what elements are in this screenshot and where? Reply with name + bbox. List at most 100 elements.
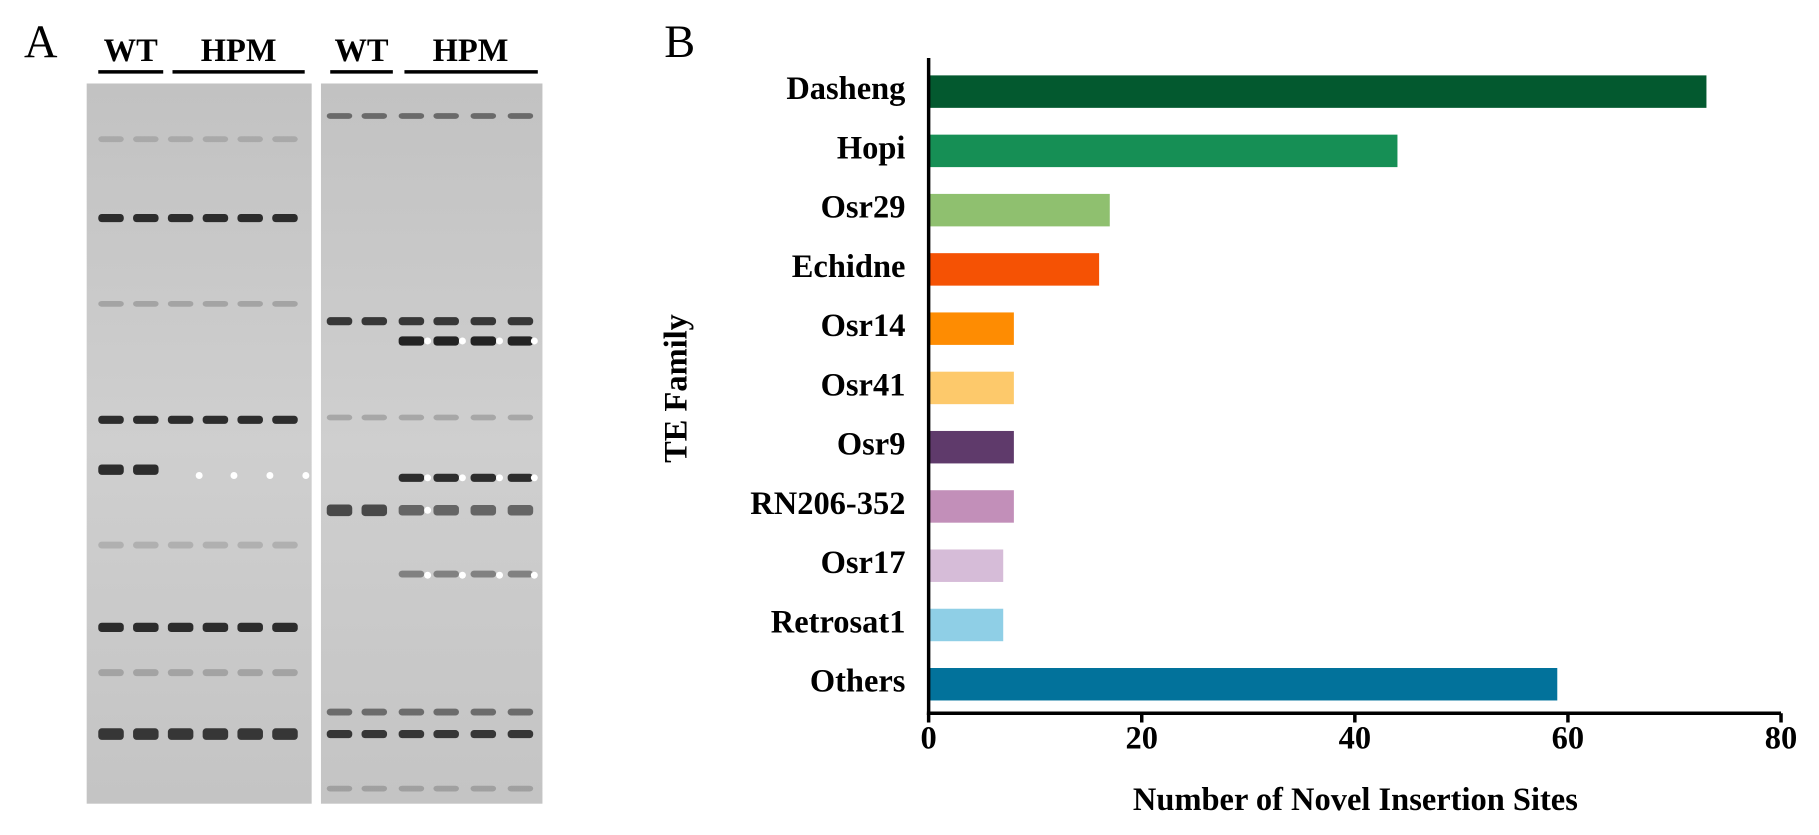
gel-band	[398, 785, 425, 792]
gel-band	[433, 113, 459, 119]
marker-dot	[424, 474, 432, 482]
gel-band	[398, 473, 425, 482]
y-tick-label: Hopi	[837, 130, 906, 166]
gel-band	[98, 464, 124, 475]
gel-band	[398, 336, 425, 346]
bar	[928, 608, 1004, 642]
gel-band	[272, 622, 298, 633]
marker-dot	[496, 571, 504, 579]
gel-band	[326, 504, 353, 517]
gel-band	[470, 317, 497, 326]
x-tick-label: 80	[1765, 721, 1797, 757]
gel-band	[98, 415, 124, 424]
y-tick-label: Osr17	[821, 545, 906, 581]
gel-band	[133, 300, 159, 307]
gel-band	[167, 213, 194, 223]
gel-band	[433, 708, 459, 716]
marker-dot	[458, 474, 466, 482]
gel-band	[326, 730, 353, 739]
gel-band	[507, 113, 534, 119]
gel-band	[237, 728, 263, 740]
gel-band	[361, 113, 388, 119]
marker-dot	[530, 571, 538, 579]
gel-band	[202, 300, 229, 307]
y-tick-label: Osr9	[837, 427, 906, 463]
gel-band	[202, 213, 229, 223]
gel-band	[470, 570, 497, 578]
y-tick-label: Osr41	[821, 367, 906, 403]
gel-band	[237, 213, 263, 223]
marker-dot	[458, 337, 466, 345]
gel-band	[433, 317, 459, 326]
gel-band	[133, 669, 159, 677]
gel-band	[433, 336, 459, 346]
gel-band	[237, 622, 263, 633]
gel-panel	[86, 83, 312, 804]
gel-band	[361, 730, 388, 739]
marker-dot	[302, 472, 310, 479]
gel-band	[133, 136, 159, 143]
gel-band	[326, 317, 353, 326]
gel-band	[507, 570, 534, 578]
marker-dot	[458, 571, 466, 579]
gel-band	[98, 669, 124, 677]
gel-image	[86, 83, 543, 804]
bar	[928, 371, 1014, 405]
bar	[928, 668, 1558, 701]
bar	[928, 193, 1110, 227]
y-axis-label: TE Family	[659, 314, 695, 463]
gel-band	[272, 213, 298, 223]
gel-band	[202, 622, 229, 633]
bar	[928, 134, 1398, 168]
gel-band	[98, 728, 124, 740]
marker-dot	[266, 472, 274, 479]
gel-band	[133, 541, 159, 549]
gel-band	[167, 669, 194, 677]
y-tick-label: Echidne	[792, 249, 906, 285]
gel-panel	[320, 83, 543, 804]
gel-band	[433, 414, 459, 421]
gel-band	[433, 505, 459, 516]
gel-band	[361, 708, 388, 716]
gel-band	[398, 708, 425, 716]
gel-band	[133, 415, 159, 424]
gel-band	[167, 541, 194, 549]
gel-band	[507, 473, 534, 482]
gel-band	[202, 541, 229, 549]
y-tick-label: Retrosat1	[771, 604, 906, 640]
gel-band	[470, 336, 497, 346]
gel-band	[237, 415, 263, 424]
gel-band	[398, 570, 425, 578]
marker-dot	[424, 571, 432, 579]
gel-band	[133, 213, 159, 223]
panel-label: A	[24, 17, 58, 68]
gel-band	[237, 541, 263, 549]
gel-band	[98, 300, 124, 307]
gel-band	[507, 505, 534, 516]
bar	[928, 549, 1004, 582]
gel-band	[361, 317, 388, 326]
gel-band	[272, 728, 298, 740]
gel-band	[507, 336, 534, 346]
gel-band	[326, 708, 353, 716]
lane-label: HPM	[201, 33, 277, 69]
marker-dot	[424, 506, 432, 514]
panel-label: B	[664, 17, 695, 68]
gel-band	[272, 300, 298, 307]
gel-band	[167, 622, 194, 633]
gel-band	[398, 730, 425, 739]
bar	[928, 430, 1014, 464]
gel-band	[133, 464, 159, 475]
gel-band	[326, 414, 353, 421]
bar	[928, 75, 1707, 108]
marker-dot	[530, 474, 538, 482]
gel-band	[470, 708, 497, 716]
lane-label: HPM	[433, 33, 509, 69]
gel-band	[433, 785, 459, 792]
y-tick-label: Osr29	[821, 190, 906, 226]
gel-band	[398, 505, 425, 516]
gel-band	[470, 785, 497, 792]
x-tick-label: 60	[1552, 721, 1584, 757]
gel-band	[237, 300, 263, 307]
